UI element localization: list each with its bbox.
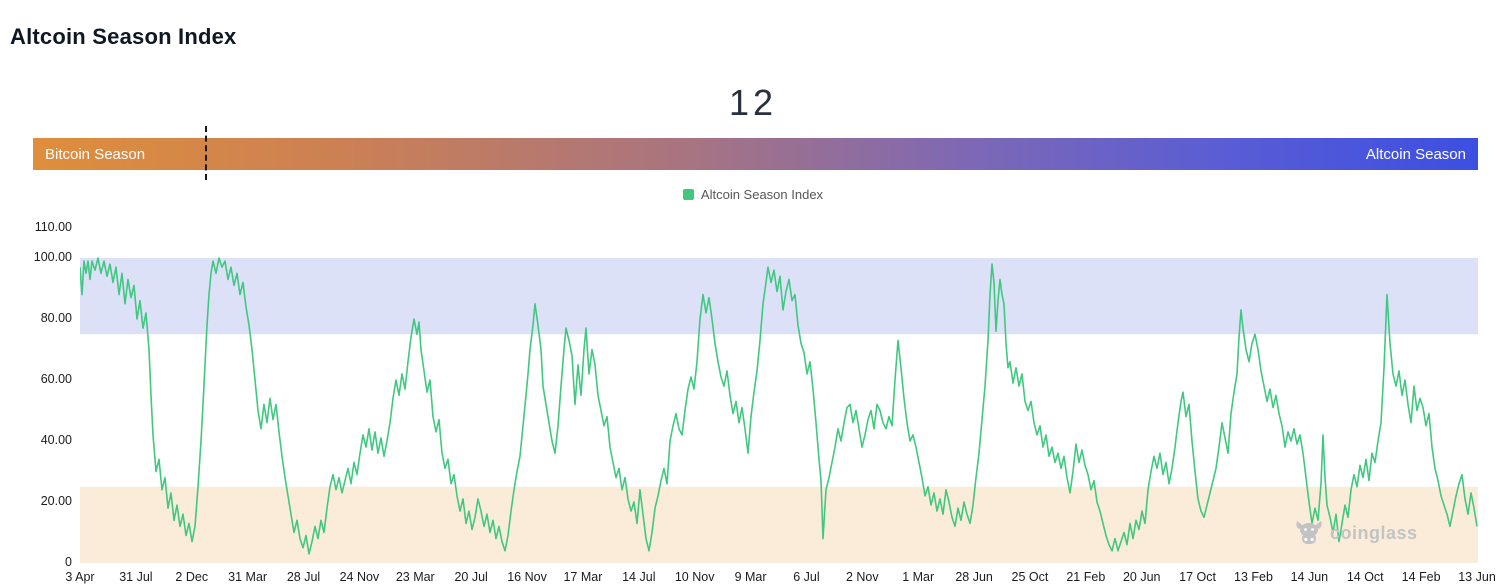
x-axis-tick-label: 14 Oct	[1346, 570, 1384, 584]
x-axis-tick-label: 24 Nov	[339, 570, 380, 584]
x-axis-tick-label: 28 Jul	[286, 570, 321, 584]
y-axis-tick-label: 0	[65, 555, 72, 569]
bitcoin-season-label: Bitcoin Season	[45, 145, 146, 163]
legend-label: Altcoin Season Index	[700, 187, 824, 202]
x-axis-tick-label: 31 Jul	[119, 570, 153, 584]
y-axis-tick-label: 100.00	[33, 250, 72, 264]
altcoin-season-index-line	[80, 257, 1478, 555]
x-axis-tick-label: 20 Jul	[454, 570, 488, 584]
x-axis-tick-label: 17 Oct	[1179, 570, 1216, 584]
x-axis-tick-label: 20 Jun	[1122, 570, 1161, 584]
watermark-text: coinglass	[1330, 522, 1418, 543]
chart-plot-area[interactable]	[80, 227, 1478, 564]
x-axis-tick-label: 25 Oct	[1011, 570, 1049, 584]
x-axis-tick-label: 17 Mar	[563, 570, 603, 584]
x-axis-tick-label: 2 Dec	[175, 570, 209, 584]
season-marker	[205, 126, 208, 180]
altcoin-season-label: Altcoin Season	[1365, 145, 1466, 163]
x-axis-tick-label: 14 Jun	[1290, 570, 1329, 584]
x-axis-tick-label: 14 Jul	[622, 570, 656, 584]
y-axis-tick-label: 80.00	[40, 311, 72, 325]
x-axis-tick-label: 16 Nov	[507, 570, 547, 584]
x-axis-tick-label: 14 Feb	[1401, 570, 1441, 584]
x-axis-tick-label: 21 Feb	[1066, 570, 1106, 584]
season-gradient-bar: Bitcoin Season Altcoin Season	[33, 138, 1478, 170]
page-title: Altcoin Season Index	[10, 24, 237, 49]
y-axis-tick-label: 20.00	[40, 494, 72, 508]
coinglass-logo-icon	[1296, 521, 1322, 544]
y-axis-tick-label: 60.00	[40, 372, 72, 386]
x-axis-tick-label: 1 Mar	[902, 570, 935, 584]
x-axis-tick-label: 13 Feb	[1234, 570, 1273, 584]
y-axis-tick-label: 40.00	[40, 433, 72, 447]
bitcoin-season-zone	[80, 486, 1478, 563]
x-axis-tick-label: 28 Jun	[955, 570, 993, 584]
x-axis-tick-label: 9 Mar	[734, 570, 767, 584]
chart-legend[interactable]: Altcoin Season Index	[0, 187, 1506, 202]
x-axis-tick-label: 31 Mar	[228, 570, 268, 584]
coinglass-watermark: coinglass	[1295, 519, 1418, 547]
x-axis-tick-label: 13 Jun	[1458, 570, 1496, 584]
x-axis-tick-label: 3 Apr	[65, 570, 95, 584]
x-axis-tick-label: 2 Nov	[845, 570, 879, 584]
index-current-value: 12	[728, 82, 778, 123]
y-axis-tick-label: 110.00	[34, 219, 72, 234]
x-axis-tick-label: 6 Jul	[793, 570, 820, 584]
x-axis-tick-label: 10 Nov	[674, 570, 715, 584]
legend-swatch-icon	[682, 189, 694, 200]
altcoin-season-zone	[80, 258, 1478, 335]
x-axis-tick-label: 23 Mar	[395, 570, 435, 584]
